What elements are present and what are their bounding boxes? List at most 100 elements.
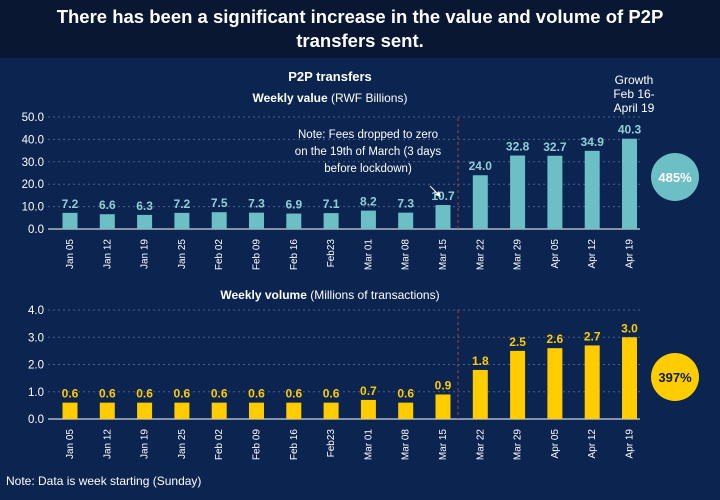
x-tick-label-volume: Mar 22 bbox=[475, 429, 486, 461]
chart-subtitle-value: Weekly value (RWF Billions) bbox=[253, 91, 408, 105]
y-tick-label-value: 20.0 bbox=[22, 179, 44, 191]
chart-title-value: P2P transfers bbox=[288, 69, 372, 84]
bar-volume bbox=[398, 402, 414, 419]
x-tick-label-volume: Apr 19 bbox=[625, 429, 636, 459]
bar-volume bbox=[584, 345, 600, 419]
y-tick-label-value: 50.0 bbox=[22, 112, 44, 124]
growth-badge-value bbox=[651, 153, 699, 201]
bar-volume bbox=[323, 402, 339, 419]
data-label-value: 7.3 bbox=[248, 197, 265, 211]
x-tick-label-value: Feb 09 bbox=[252, 239, 263, 271]
y-tick-label-volume: 0.0 bbox=[28, 414, 44, 426]
data-label-volume: 0.6 bbox=[62, 387, 79, 401]
data-label-volume: 0.6 bbox=[248, 387, 265, 401]
y-tick-label-value: 40.0 bbox=[22, 134, 44, 146]
bar-value bbox=[622, 138, 637, 229]
y-tick-label-volume: 1.0 bbox=[28, 387, 44, 399]
data-label-value: 6.9 bbox=[285, 198, 302, 212]
x-tick-label-value: Mar 15 bbox=[438, 239, 449, 271]
data-label-value: 7.2 bbox=[62, 197, 79, 211]
x-tick-label-volume: Mar 08 bbox=[401, 429, 412, 461]
bar-value bbox=[62, 212, 78, 229]
bar-volume bbox=[622, 337, 637, 419]
bar-value bbox=[286, 213, 302, 229]
data-label-volume: 0.6 bbox=[285, 387, 302, 401]
data-label-volume: 0.9 bbox=[435, 378, 452, 392]
bar-volume bbox=[286, 402, 302, 419]
x-tick-label-value: Apr 19 bbox=[625, 239, 636, 269]
bar-value bbox=[584, 150, 600, 229]
data-label-volume: 0.6 bbox=[136, 387, 153, 401]
data-label-volume: 0.6 bbox=[211, 387, 228, 401]
bar-value bbox=[137, 214, 153, 229]
data-label-value: 7.3 bbox=[397, 197, 414, 211]
data-label-volume: 0.6 bbox=[323, 387, 340, 401]
bar-value bbox=[323, 213, 339, 229]
annotation-arrow-head bbox=[435, 191, 441, 197]
data-label-value: 34.9 bbox=[581, 135, 605, 149]
bar-value bbox=[398, 212, 414, 229]
growth-badge-volume bbox=[651, 353, 699, 401]
x-tick-label-value: Mar 22 bbox=[475, 239, 486, 271]
bar-volume bbox=[99, 402, 115, 419]
bar-value bbox=[174, 212, 190, 229]
data-label-volume: 2.7 bbox=[584, 329, 601, 343]
growth-badge-label-volume: 397% bbox=[658, 370, 692, 385]
bar-value bbox=[435, 205, 451, 229]
y-tick-label-volume: 3.0 bbox=[28, 332, 44, 344]
y-tick-label-volume: 4.0 bbox=[28, 305, 44, 317]
bar-volume bbox=[472, 369, 488, 419]
data-label-volume: 0.6 bbox=[174, 387, 191, 401]
x-tick-label-volume: Feb 16 bbox=[289, 429, 300, 461]
x-tick-label-volume: Apr 12 bbox=[587, 429, 598, 459]
x-tick-label-volume: Jan 12 bbox=[102, 429, 113, 459]
x-tick-label-value: Apr 12 bbox=[587, 239, 598, 269]
data-label-volume: 1.8 bbox=[472, 354, 489, 368]
bar-volume bbox=[62, 402, 78, 419]
x-tick-label-value: Feb 16 bbox=[289, 239, 300, 271]
x-tick-label-volume: Mar 01 bbox=[363, 429, 374, 461]
headline: There has been a significant increase in… bbox=[56, 6, 664, 51]
data-label-value: 40.3 bbox=[618, 123, 642, 137]
bar-volume bbox=[249, 402, 264, 419]
x-tick-label-volume: Jan 25 bbox=[177, 429, 188, 459]
data-label-value: 6.6 bbox=[99, 198, 116, 212]
footnote: Note: Data is week starting (Sunday) bbox=[6, 474, 201, 488]
charts-svg: P2P transfers Weekly value (RWF Billions)… bbox=[6, 69, 699, 488]
x-tick-label-value: Feb 02 bbox=[214, 239, 225, 271]
x-tick-label-value: Jan 05 bbox=[65, 239, 76, 269]
bar-volume bbox=[435, 394, 451, 419]
header-banner: There has been a significant increase in… bbox=[0, 0, 720, 58]
data-label-volume: 0.6 bbox=[99, 387, 116, 401]
bar-volume bbox=[547, 348, 563, 419]
bar-value bbox=[249, 212, 264, 229]
bar-volume bbox=[510, 350, 526, 419]
x-tick-label-volume: Feb 09 bbox=[252, 429, 263, 461]
data-label-volume: 3.0 bbox=[621, 321, 638, 335]
data-label-value: 32.7 bbox=[543, 140, 567, 154]
bar-value bbox=[211, 212, 227, 229]
y-tick-label-volume: 2.0 bbox=[28, 360, 44, 372]
data-label-value: 7.1 bbox=[323, 197, 340, 211]
data-label-value: 8.2 bbox=[360, 195, 377, 209]
chart-area: P2P transfers Weekly value (RWF Billions)… bbox=[0, 58, 720, 500]
bar-value bbox=[472, 175, 488, 229]
bar-value bbox=[510, 155, 526, 229]
chart-subtitle-volume: Weekly volume (Millions of transactions) bbox=[220, 288, 439, 302]
bar-volume bbox=[137, 402, 153, 419]
growth-badge-label-value: 485% bbox=[658, 170, 692, 185]
x-tick-label-value: Mar 01 bbox=[363, 239, 374, 271]
x-tick-label-volume: Jan 05 bbox=[65, 429, 76, 459]
data-label-volume: 0.6 bbox=[397, 387, 414, 401]
x-tick-label-value: Jan 19 bbox=[140, 239, 151, 269]
data-label-volume: 2.6 bbox=[547, 332, 564, 346]
x-tick-label-value: Feb23 bbox=[326, 239, 337, 268]
data-label-value: 7.5 bbox=[211, 196, 228, 210]
x-tick-label-volume: Feb 02 bbox=[214, 429, 225, 461]
y-tick-label-value: 30.0 bbox=[22, 157, 44, 169]
x-tick-label-value: Jan 12 bbox=[102, 239, 113, 269]
x-tick-label-volume: Apr 05 bbox=[550, 429, 561, 459]
bar-volume bbox=[174, 402, 190, 419]
bar-value bbox=[547, 155, 563, 229]
data-label-value: 24.0 bbox=[469, 159, 493, 173]
